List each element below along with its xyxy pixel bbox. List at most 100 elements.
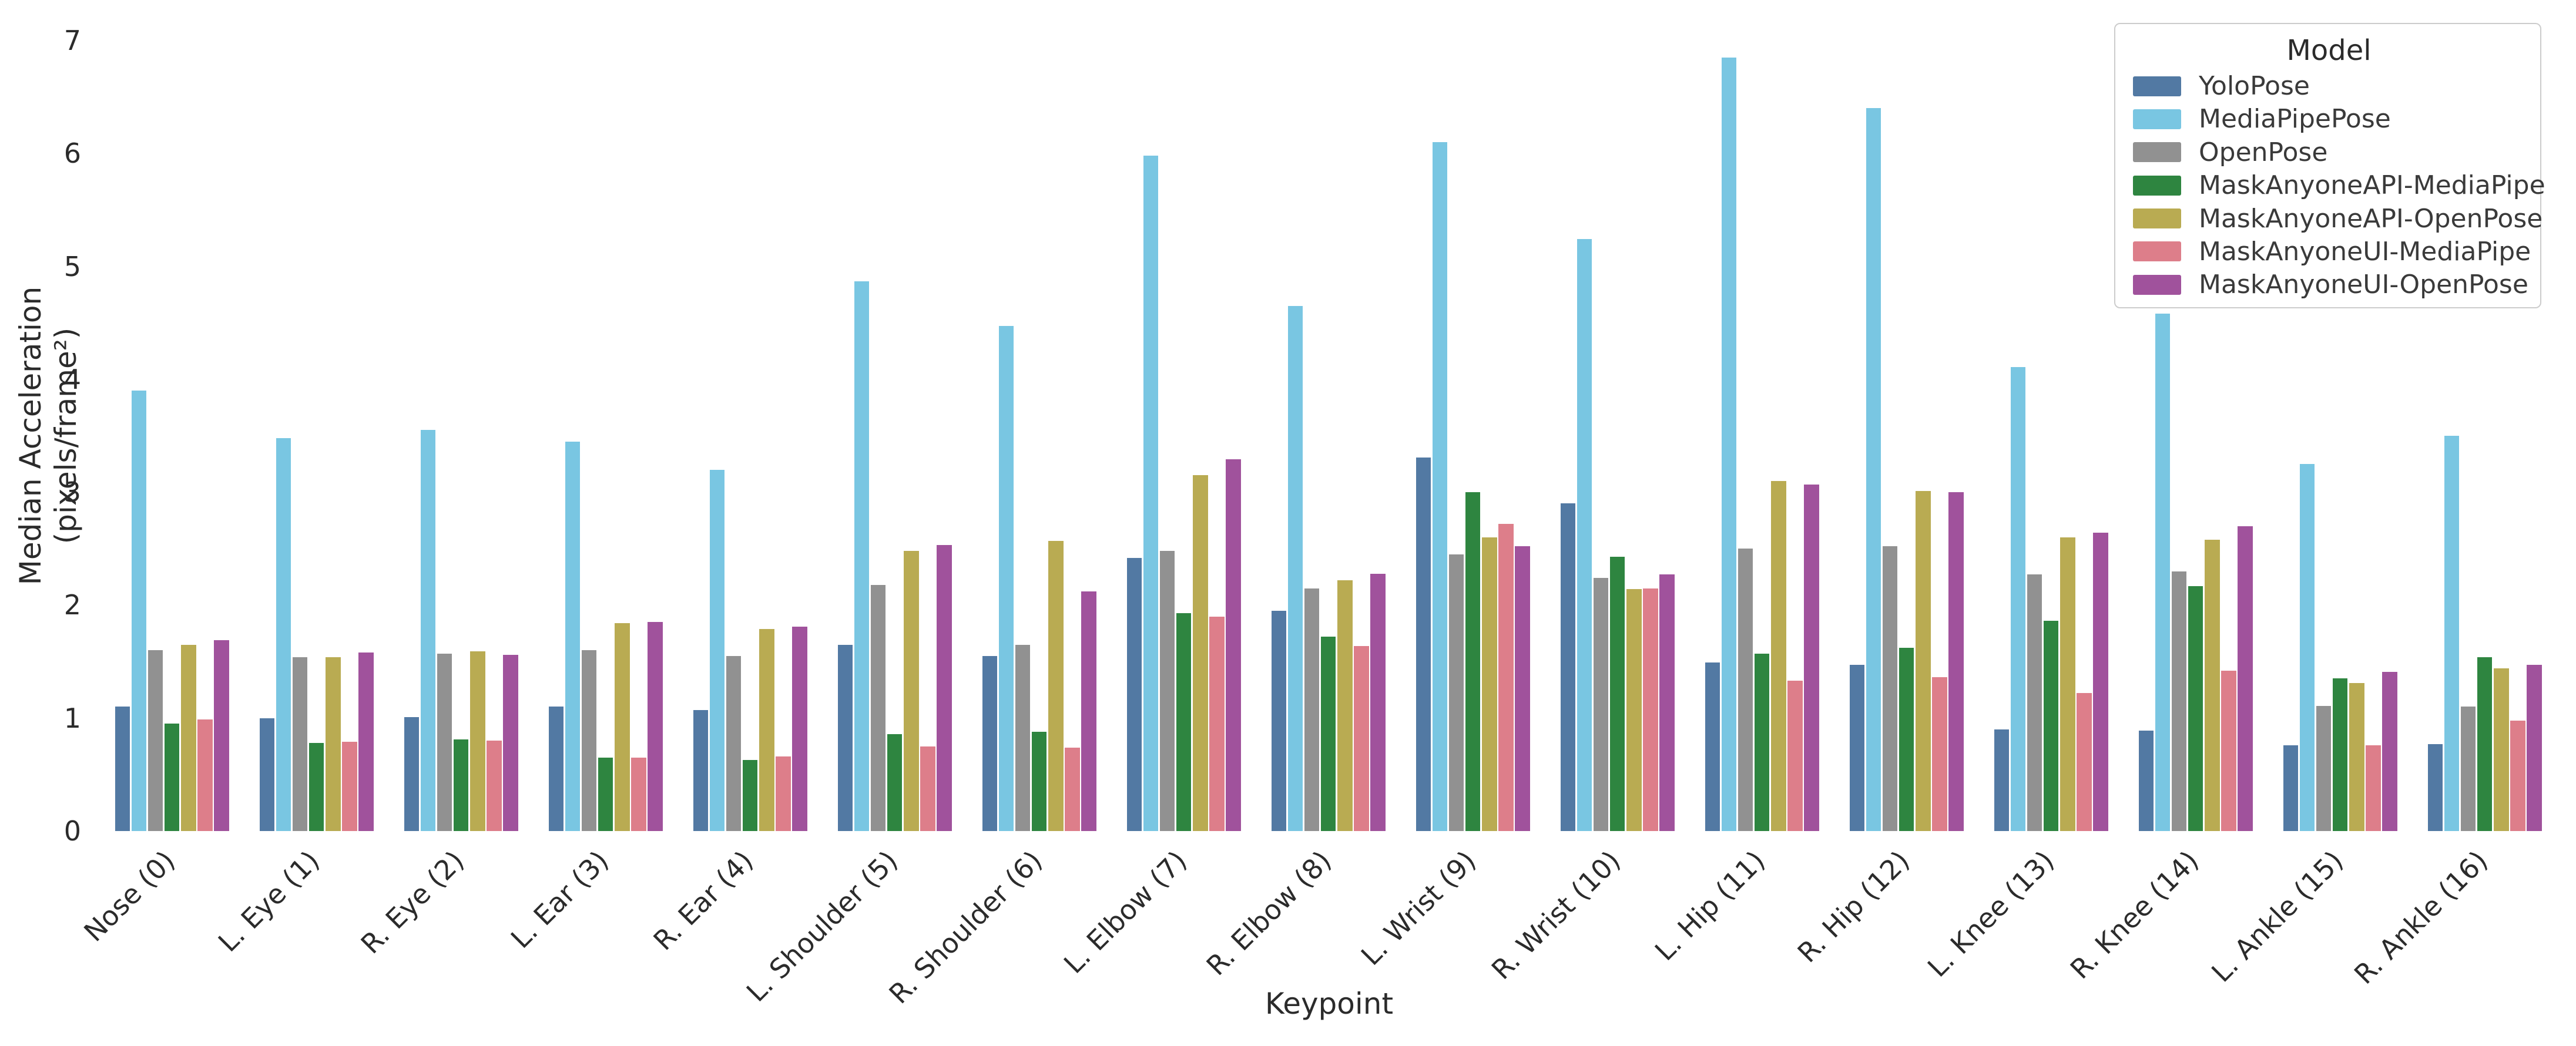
bar-MediaPipePose-L. Elbow (7) xyxy=(1143,156,1159,831)
bar-MaskAnyoneAPI-MediaPipe-L. Elbow (7) xyxy=(1176,613,1192,831)
legend-swatch-icon xyxy=(2133,241,2181,262)
bar-MaskAnyoneUI-MediaPipe-R. Eye (2) xyxy=(487,741,502,831)
bar-MaskAnyoneUI-OpenPose-R. Wrist (10) xyxy=(1659,574,1675,831)
bar-MaskAnyoneAPI-OpenPose-L. Wrist (9) xyxy=(1482,537,1497,831)
bar-MaskAnyoneAPI-OpenPose-Nose (0) xyxy=(181,644,196,831)
bar-MaskAnyoneAPI-MediaPipe-R. Ankle (16) xyxy=(2477,657,2493,831)
bar-MaskAnyoneAPI-OpenPose-L. Knee (13) xyxy=(2060,537,2075,831)
bar-MaskAnyoneAPI-OpenPose-L. Shoulder (5) xyxy=(904,551,919,831)
bar-MaskAnyoneAPI-MediaPipe-Nose (0) xyxy=(164,724,180,831)
legend-item-label: MaskAnyoneUI-MediaPipe xyxy=(2199,236,2531,267)
legend-swatch-icon xyxy=(2133,274,2181,295)
bar-MaskAnyoneAPI-OpenPose-R. Hip (12) xyxy=(1916,491,1931,831)
bar-YoloPose-R. Eye (2) xyxy=(404,717,420,831)
bar-MaskAnyoneUI-MediaPipe-R. Elbow (8) xyxy=(1354,645,1369,831)
bar-MaskAnyoneAPI-MediaPipe-R. Hip (12) xyxy=(1899,648,1914,831)
bar-OpenPose-Nose (0) xyxy=(147,650,163,831)
bar-MaskAnyoneUI-MediaPipe-R. Knee (14) xyxy=(2221,670,2236,831)
bar-YoloPose-Nose (0) xyxy=(115,707,130,831)
bar-MaskAnyoneAPI-OpenPose-R. Knee (14) xyxy=(2205,539,2220,831)
bar-MediaPipePose-R. Elbow (8) xyxy=(1287,305,1303,831)
bar-MaskAnyoneAPI-MediaPipe-R. Ear (4) xyxy=(742,759,758,831)
bar-OpenPose-R. Eye (2) xyxy=(437,654,452,831)
bar-YoloPose-L. Ear (3) xyxy=(548,707,564,831)
bar-MaskAnyoneAPI-MediaPipe-L. Hip (11) xyxy=(1754,654,1770,831)
bar-MediaPipePose-L. Eye (1) xyxy=(276,438,291,831)
bar-OpenPose-R. Shoulder (6) xyxy=(1015,644,1031,831)
bar-MaskAnyoneAPI-MediaPipe-L. Knee (13) xyxy=(2043,621,2059,831)
legend-title: Model xyxy=(2286,33,2372,67)
bar-OpenPose-L. Shoulder (5) xyxy=(870,584,886,831)
bar-MaskAnyoneUI-MediaPipe-R. Wrist (10) xyxy=(1643,588,1658,831)
bar-MaskAnyoneAPI-OpenPose-R. Elbow (8) xyxy=(1337,580,1353,831)
bar-OpenPose-L. Hip (11) xyxy=(1738,549,1753,831)
bar-MaskAnyoneUI-MediaPipe-L. Ankle (15) xyxy=(2366,745,2381,831)
legend-item-YoloPose: YoloPose xyxy=(2133,71,2525,101)
y-tick-label-1: 1 xyxy=(63,702,81,734)
legend-item-MaskAnyoneAPI-MediaPipe: MaskAnyoneAPI-MediaPipe xyxy=(2133,170,2545,200)
bar-YoloPose-L. Shoulder (5) xyxy=(837,644,853,831)
bar-MaskAnyoneAPI-OpenPose-L. Hip (11) xyxy=(1771,480,1786,831)
bar-YoloPose-R. Knee (14) xyxy=(2138,730,2154,831)
bar-MaskAnyoneAPI-MediaPipe-R. Wrist (10) xyxy=(1609,556,1625,831)
bar-MediaPipePose-R. Hip (12) xyxy=(1866,108,1881,831)
bar-MediaPipePose-R. Ankle (16) xyxy=(2444,435,2460,831)
legend-item-MediaPipePose: MediaPipePose xyxy=(2133,104,2525,134)
bar-MediaPipePose-R. Wrist (10) xyxy=(1577,239,1592,831)
bar-MaskAnyoneAPI-OpenPose-L. Ankle (15) xyxy=(2349,683,2364,831)
bar-YoloPose-L. Elbow (7) xyxy=(1126,557,1142,831)
bar-MaskAnyoneUI-MediaPipe-L. Eye (1) xyxy=(342,742,357,831)
bar-MaskAnyoneUI-OpenPose-L. Hip (11) xyxy=(1804,484,1819,831)
bar-MaskAnyoneUI-OpenPose-R. Elbow (8) xyxy=(1370,573,1386,831)
bar-OpenPose-L. Ankle (15) xyxy=(2316,705,2332,831)
bar-MaskAnyoneUI-MediaPipe-L. Knee (13) xyxy=(2077,693,2092,831)
bar-MaskAnyoneUI-OpenPose-L. Eye (1) xyxy=(358,653,374,831)
bar-MaskAnyoneUI-OpenPose-L. Elbow (7) xyxy=(1226,459,1241,831)
bar-YoloPose-R. Hip (12) xyxy=(1849,665,1865,831)
bar-MaskAnyoneAPI-OpenPose-R. Wrist (10) xyxy=(1626,589,1642,831)
y-tick-label-6: 6 xyxy=(63,137,81,170)
y-tick-label-2: 2 xyxy=(63,589,81,621)
legend-swatch-icon xyxy=(2133,76,2181,96)
bar-MaskAnyoneUI-MediaPipe-Nose (0) xyxy=(197,719,213,831)
y-tick-label-0: 0 xyxy=(63,815,81,847)
bar-MediaPipePose-L. Ankle (15) xyxy=(2299,464,2315,831)
bar-MaskAnyoneUI-OpenPose-Nose (0) xyxy=(214,640,229,831)
legend-item-MaskAnyoneAPI-OpenPose: MaskAnyoneAPI-OpenPose xyxy=(2133,204,2543,234)
legend-item-label: MaskAnyoneAPI-OpenPose xyxy=(2199,203,2543,234)
bar-MaskAnyoneUI-MediaPipe-R. Hip (12) xyxy=(1932,677,1947,831)
legend-swatch-icon xyxy=(2133,175,2181,196)
x-axis-title: Keypoint xyxy=(1264,987,1394,1021)
bar-OpenPose-R. Ear (4) xyxy=(726,655,742,831)
bar-MediaPipePose-L. Shoulder (5) xyxy=(854,281,870,831)
legend-swatch-icon xyxy=(2133,142,2181,163)
bar-OpenPose-R. Wrist (10) xyxy=(1593,578,1609,831)
bar-MaskAnyoneUI-OpenPose-R. Shoulder (6) xyxy=(1081,591,1096,831)
bar-YoloPose-L. Wrist (9) xyxy=(1416,457,1431,831)
bar-MediaPipePose-R. Eye (2) xyxy=(420,430,436,831)
legend-item-OpenPose: OpenPose xyxy=(2133,137,2525,167)
bar-MaskAnyoneAPI-OpenPose-R. Shoulder (6) xyxy=(1048,540,1064,831)
bar-MaskAnyoneAPI-OpenPose-R. Ankle (16) xyxy=(2494,668,2509,831)
bar-MediaPipePose-R. Shoulder (6) xyxy=(998,326,1014,831)
bar-YoloPose-R. Ear (4) xyxy=(693,710,709,831)
y-tick-label-3: 3 xyxy=(63,476,81,509)
bar-OpenPose-L. Eye (1) xyxy=(292,657,308,831)
bar-MediaPipePose-Nose (0) xyxy=(131,391,147,831)
bar-MediaPipePose-L. Ear (3) xyxy=(565,441,581,831)
bar-MaskAnyoneAPI-MediaPipe-R. Shoulder (6) xyxy=(1031,731,1047,831)
bar-YoloPose-L. Eye (1) xyxy=(259,718,275,831)
bar-YoloPose-L. Knee (13) xyxy=(1994,729,2010,831)
bar-MaskAnyoneUI-MediaPipe-R. Ear (4) xyxy=(776,756,791,831)
legend-item-label: MaskAnyoneAPI-MediaPipe xyxy=(2199,170,2545,201)
bar-OpenPose-L. Knee (13) xyxy=(2027,574,2042,831)
legend: Model YoloPose MediaPipePose OpenPose MaskA… xyxy=(2114,23,2545,308)
bar-MaskAnyoneUI-MediaPipe-L. Shoulder (5) xyxy=(920,746,935,831)
y-tick-label-5: 5 xyxy=(63,250,81,282)
bar-MaskAnyoneAPI-OpenPose-R. Ear (4) xyxy=(759,628,774,831)
bar-MaskAnyoneUI-MediaPipe-R. Shoulder (6) xyxy=(1065,747,1080,831)
bar-MaskAnyoneAPI-MediaPipe-L. Eye (1) xyxy=(308,743,324,831)
bar-MaskAnyoneUI-OpenPose-R. Knee (14) xyxy=(2238,526,2253,831)
bar-MaskAnyoneUI-MediaPipe-L. Wrist (9) xyxy=(1498,523,1514,831)
